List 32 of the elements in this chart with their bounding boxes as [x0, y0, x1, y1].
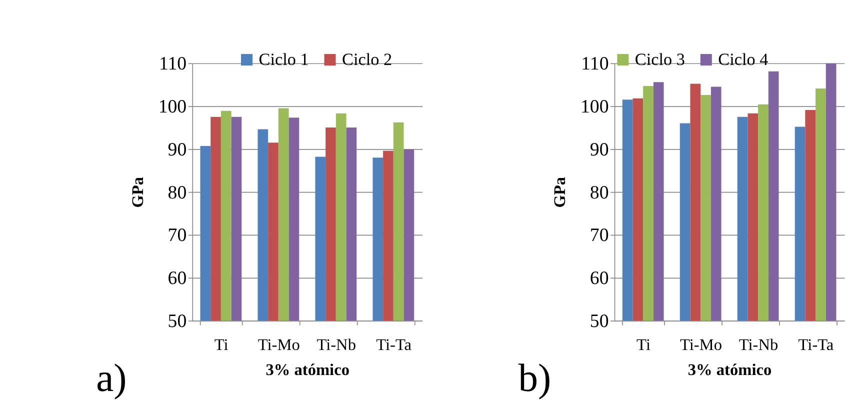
y-tick-label: 80	[590, 182, 609, 204]
x-tick-label: Ti-Mo	[258, 335, 300, 354]
y-tick-label: 100	[158, 96, 187, 118]
y-tick-label: 90	[168, 139, 187, 160]
x-tick-label: Ti-Ta	[376, 335, 412, 354]
y-tick-label: 80	[168, 182, 187, 204]
x-tick-label: Ti	[214, 335, 229, 354]
y-tick-label: 50	[168, 311, 187, 332]
x-tick-label: Ti-Mo	[680, 335, 722, 354]
y-tick-label: 70	[168, 225, 187, 246]
legend-label: Ciclo 4	[718, 50, 769, 69]
y-tick-label: 70	[590, 225, 609, 246]
y-tick-label: 50	[590, 311, 609, 332]
y-axis-title: GPa	[550, 176, 569, 208]
y-tick-label: 110	[581, 54, 609, 75]
legend-label: Ciclo 1	[258, 50, 309, 69]
legend-label: Ciclo 2	[342, 50, 392, 69]
x-axis-title: 3% atómico	[688, 360, 772, 380]
x-axis-title: 3% atómico	[266, 360, 350, 380]
x-tick-label: Ti-Ta	[798, 335, 834, 354]
y-tick-label: 90	[590, 139, 609, 160]
x-tick-label: Ti-Nb	[316, 335, 356, 354]
text: a)	[96, 356, 127, 400]
y-tick-label: 100	[580, 96, 609, 118]
y-tick-label: 110	[159, 54, 187, 75]
y-tick-label: 60	[168, 268, 187, 290]
x-tick-label: Ti	[636, 335, 651, 354]
legend-label: Ciclo 3	[634, 50, 685, 69]
text: b)	[518, 356, 552, 400]
x-tick-label: Ti-Nb	[738, 335, 778, 354]
y-tick-label: 60	[590, 268, 609, 290]
y-axis-title: GPa	[128, 176, 147, 208]
